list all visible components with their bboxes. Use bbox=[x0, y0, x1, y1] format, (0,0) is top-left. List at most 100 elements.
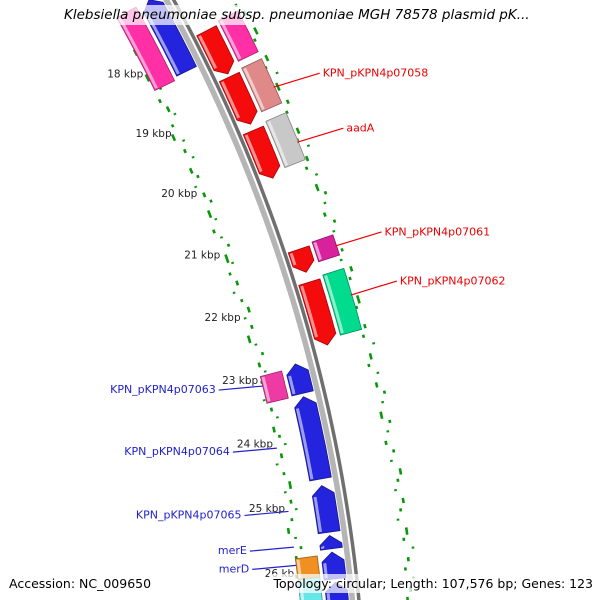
gc-dash bbox=[379, 411, 384, 420]
gc-dash bbox=[332, 219, 337, 224]
gene-arrow-reverse-highlight bbox=[326, 592, 331, 600]
gc-dash bbox=[384, 440, 388, 446]
cds-arrow-reverse-highlight bbox=[118, 17, 158, 89]
gc-dash bbox=[392, 449, 396, 453]
page-title: Klebsiella pneumoniae subsp. pneumoniae … bbox=[64, 7, 530, 23]
gene-arrow-forward[interactable] bbox=[287, 245, 315, 273]
gc-dash bbox=[224, 254, 230, 264]
gc-dash bbox=[348, 276, 352, 281]
gene-arrow-reverse[interactable] bbox=[319, 534, 343, 551]
backbone-arc-outer bbox=[171, 0, 361, 600]
gc-dash bbox=[219, 236, 224, 239]
gc-dash bbox=[243, 317, 247, 320]
gc-dash bbox=[361, 334, 366, 339]
cds-arrow-forward-highlight bbox=[313, 242, 322, 261]
leader-line bbox=[244, 510, 289, 517]
gc-dash bbox=[396, 478, 400, 483]
gc-dash bbox=[295, 127, 301, 135]
gc-dash bbox=[314, 173, 319, 176]
gc-dash bbox=[246, 335, 252, 344]
gc-dash bbox=[231, 261, 235, 265]
gene-arrow-forward-highlight bbox=[198, 35, 218, 69]
gc-dash bbox=[363, 323, 367, 329]
gc-dash bbox=[404, 527, 409, 535]
gc-dash bbox=[382, 390, 387, 394]
gc-dash bbox=[323, 190, 328, 195]
gc-dash bbox=[250, 324, 254, 330]
gc-dash bbox=[323, 201, 327, 205]
gc-dash bbox=[182, 139, 186, 142]
gc-dash bbox=[286, 527, 291, 535]
map-title-band: Klebsiella pneumoniae subsp. pneumoniae … bbox=[56, 5, 538, 25]
gc-dash bbox=[235, 280, 240, 286]
accession-status: Accession: NC_009650 bbox=[4, 574, 157, 593]
accession-text: Accession: NC_009650 bbox=[9, 576, 152, 591]
gc-dash bbox=[349, 265, 354, 272]
gc-dash bbox=[209, 199, 213, 203]
gene-label[interactable]: aadA bbox=[346, 122, 374, 135]
cds-arrow-reverse[interactable] bbox=[116, 6, 176, 92]
gene-arrow-forward[interactable] bbox=[196, 25, 235, 75]
gene-label[interactable]: KPN_pKPN4p07062 bbox=[400, 275, 506, 288]
leader-line bbox=[273, 72, 320, 88]
gene-label[interactable]: KPN_pKPN4p07058 bbox=[323, 67, 429, 80]
gene-label[interactable]: KPN_pKPN4p07064 bbox=[124, 445, 230, 458]
gc-dash bbox=[275, 71, 279, 75]
cds-arrow-forward[interactable] bbox=[241, 58, 283, 113]
cds-arrow-forward-highlight bbox=[243, 67, 265, 111]
gc-dash bbox=[170, 123, 175, 128]
gc-dash bbox=[165, 105, 171, 113]
gc-dash bbox=[253, 38, 257, 43]
gc-dash bbox=[264, 54, 270, 62]
gc-dash bbox=[214, 217, 218, 221]
gc-dash bbox=[279, 453, 284, 459]
gc-dash bbox=[401, 497, 405, 504]
leader-line bbox=[232, 447, 277, 453]
gene-label[interactable]: KPN_pKPN4p07063 bbox=[110, 383, 216, 396]
gc-dash bbox=[191, 155, 195, 159]
gc-dash bbox=[228, 272, 232, 276]
tick-label: 24 kbp bbox=[237, 439, 273, 451]
gc-dash bbox=[374, 382, 379, 388]
gc-dash bbox=[277, 434, 282, 438]
cds-arrow-forward[interactable] bbox=[265, 112, 306, 169]
gc-dash bbox=[183, 148, 187, 154]
gc-dash bbox=[285, 99, 290, 105]
gene-arrow-forward-highlight bbox=[220, 81, 241, 119]
gc-dash bbox=[388, 419, 392, 424]
leader-line bbox=[218, 385, 263, 391]
tick-label: 23 kbp bbox=[222, 375, 258, 387]
gc-dash bbox=[173, 112, 177, 116]
gc-dash bbox=[194, 185, 198, 189]
gene-arrow-reverse-highlight bbox=[313, 496, 322, 533]
gc-dash bbox=[306, 144, 311, 148]
gene-arrow-reverse[interactable] bbox=[294, 396, 332, 482]
gc-dash bbox=[272, 426, 276, 433]
gene-arrow-forward[interactable] bbox=[242, 125, 281, 179]
gene-label[interactable]: merD bbox=[219, 562, 249, 575]
gene-label[interactable]: KPN_pKPN4p07061 bbox=[385, 225, 491, 238]
gene-label[interactable]: merE bbox=[218, 544, 247, 557]
gene-arrow-forward[interactable] bbox=[218, 71, 258, 125]
gc-dash bbox=[322, 212, 327, 217]
gene-label[interactable]: KPN_pKPN4p07065 bbox=[136, 508, 242, 521]
cds-arrow-forward[interactable] bbox=[322, 267, 363, 336]
leader-line bbox=[249, 546, 294, 552]
tick-label: 20 kbp bbox=[161, 188, 197, 200]
cds-arrow-forward-highlight bbox=[324, 275, 344, 334]
gc-dash bbox=[232, 291, 236, 295]
gc-dash bbox=[240, 298, 244, 303]
gene-arrow-forward[interactable] bbox=[298, 278, 337, 346]
gc-dash bbox=[372, 341, 376, 345]
gene-arrow-reverse-highlight bbox=[288, 375, 296, 395]
gc-dash bbox=[226, 243, 231, 248]
gc-dash bbox=[368, 353, 373, 360]
gc-dash bbox=[304, 166, 309, 171]
tick-label: 21 kbp bbox=[184, 249, 220, 261]
gc-dash bbox=[285, 110, 289, 115]
gene-arrow-reverse-highlight bbox=[295, 408, 314, 480]
gc-dash bbox=[257, 362, 262, 368]
gc-dash bbox=[254, 343, 258, 346]
